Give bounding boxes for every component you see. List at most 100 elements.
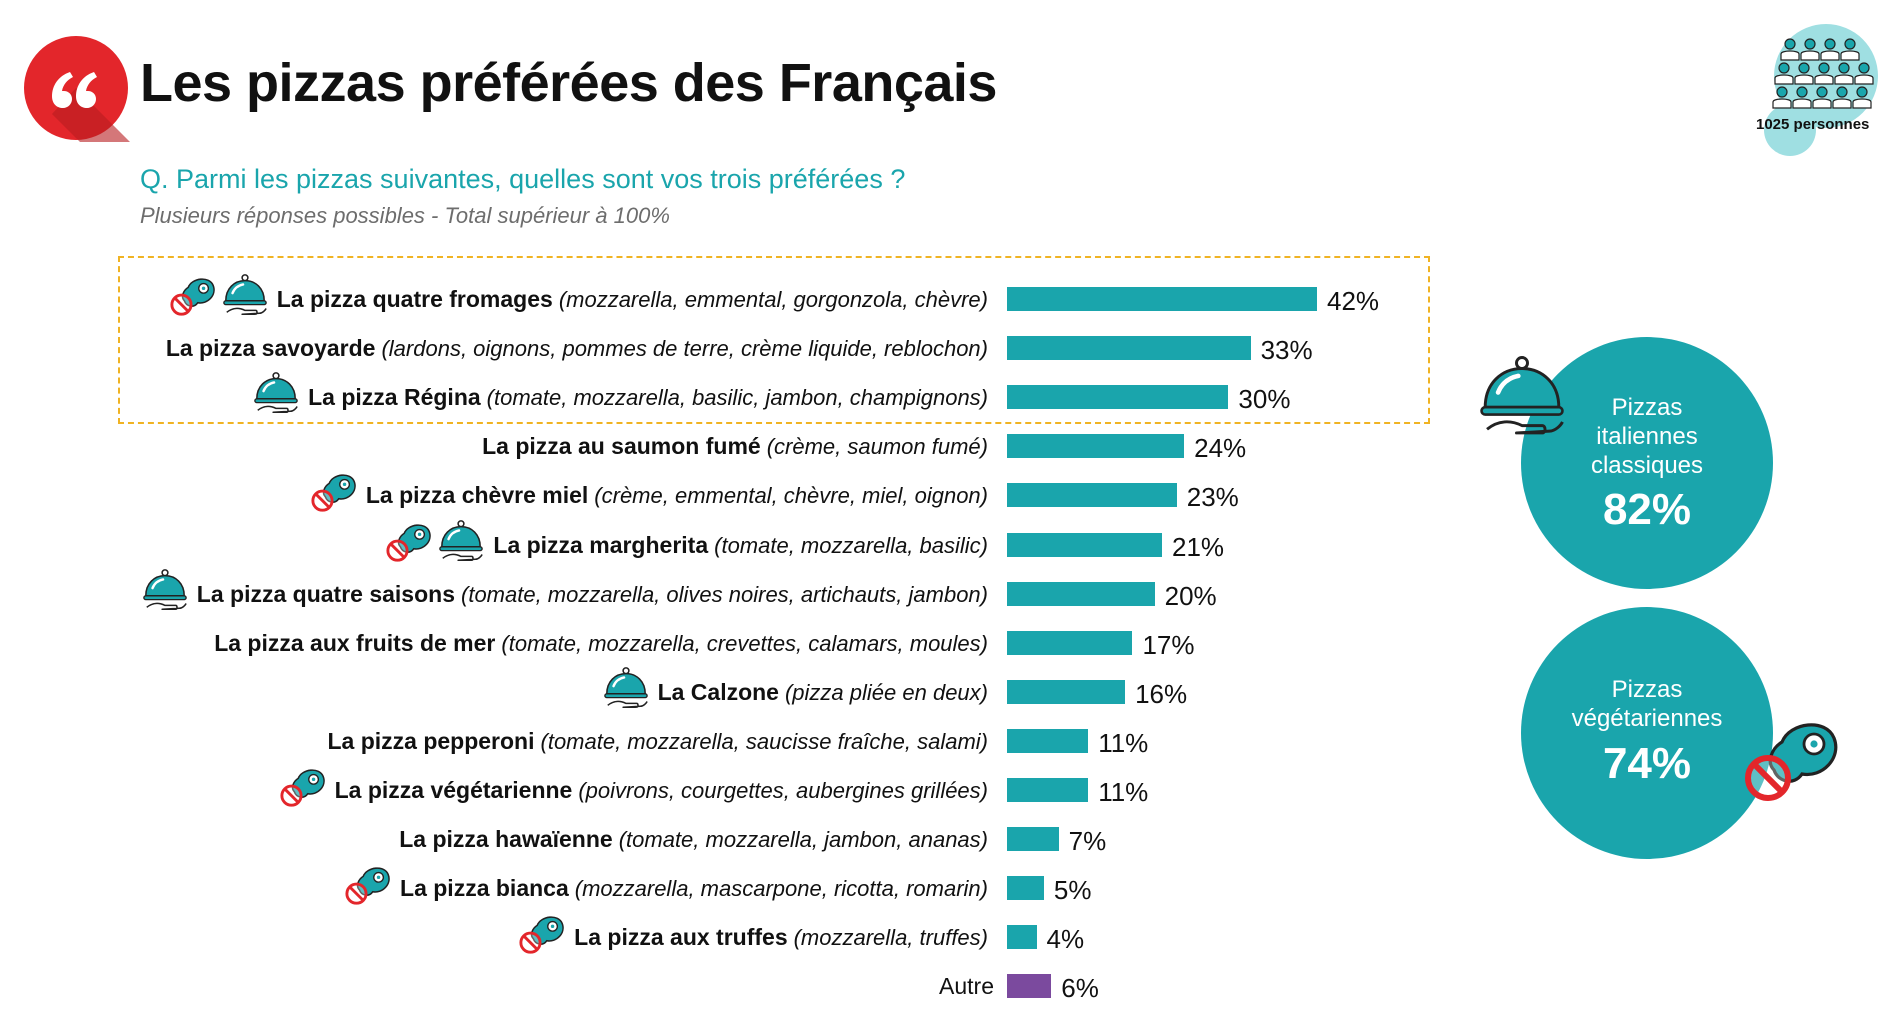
bar-label: La Calzone (pizza pliée en deux): [658, 677, 988, 708]
bar-ingredients-label: (tomate, mozzarella, jambon, ananas): [618, 827, 988, 853]
bar: [1007, 876, 1044, 901]
no-meat-icon: [169, 272, 217, 325]
people-icon: [1764, 24, 1878, 156]
bar-ingredients-label: (crème, emmental, chèvre, miel, oignon): [594, 483, 988, 509]
bar-ingredients-label: (tomate, mozzarella, olives noires, arti…: [461, 581, 988, 607]
bar-value-label: 24%: [1194, 433, 1247, 464]
bar: [1007, 778, 1089, 802]
person-icon: [1794, 62, 1814, 85]
bar-category-label: La pizza bianca: [400, 875, 569, 902]
bar-ingredients-label: (tomate, mozzarella, basilic): [714, 532, 988, 558]
bar-category-label: La pizza Régina: [308, 384, 481, 411]
no-meat-icon: [518, 910, 566, 963]
cloche-icon: [221, 272, 269, 325]
bar-value-label: 16%: [1135, 678, 1188, 709]
bar-label: La pizza au saumon fumé (crème, saumon fu…: [482, 431, 988, 462]
no-meat-icon: [279, 763, 327, 816]
top-three-highlight: [118, 256, 1430, 424]
bar-category-label: La pizza hawaïenne: [399, 826, 613, 853]
bar: [1007, 532, 1162, 557]
bar-ingredients-label: (tomate, mozzarella, crevettes, calamars…: [501, 630, 988, 656]
summary-vegetariennes-label: Pizzas végétariennes: [1571, 676, 1723, 732]
person-icon: [1814, 62, 1834, 85]
bar-value-label: 6%: [1061, 973, 1099, 1004]
bar: [1007, 925, 1037, 950]
bar-category-label: La Calzone: [657, 678, 779, 705]
bar-value-label: 23%: [1186, 482, 1239, 513]
summary-italiennes-value: 82%: [1602, 485, 1692, 534]
cloche-icon: [141, 567, 189, 620]
bar-label: La pizza végétarienne (poivrons, courgett…: [335, 775, 988, 806]
bar: [1007, 385, 1229, 410]
bar-label: La pizza margherita (tomate, mozzarella, …: [493, 530, 988, 561]
bar-value-label: 11%: [1098, 727, 1149, 758]
bar-ingredients-label: (tomate, mozzarella, basilic, jambon, ch…: [486, 385, 988, 411]
cloche-icon: [252, 370, 300, 423]
bar-category-label: La pizza chèvre miel: [365, 482, 589, 509]
person-icon: [1834, 62, 1854, 85]
bar: [1007, 483, 1177, 508]
bar-ingredients-label: (tomate, mozzarella, saucisse fraîche, s…: [540, 728, 989, 754]
bar-ingredients-label: (mozzarella, emmental, gorgonzola, chèvr…: [558, 287, 988, 312]
person-icon: [1812, 86, 1832, 109]
person-icon: [1840, 38, 1860, 61]
bar-category-label: La pizza au saumon fumé: [482, 433, 761, 460]
bar-label: Autre: [939, 971, 994, 1002]
bar-category-label: La pizza aux truffes: [574, 924, 788, 951]
page-title: Les pizzas préférées des Français: [140, 53, 997, 113]
bar-category-label: La pizza margherita: [493, 531, 709, 558]
bar-category-label: La pizza pepperoni: [327, 727, 535, 754]
bar-value-label: 7%: [1068, 826, 1107, 857]
bar-ingredients-label: (mozzarella, truffes): [793, 925, 988, 951]
bar: [1007, 974, 1052, 999]
cloche-icon: [437, 518, 485, 571]
bar-ingredients-label: (crème, saumon fumé): [766, 434, 988, 460]
bar: [1007, 581, 1155, 606]
person-icon: [1792, 86, 1812, 109]
no-meat-icon: [385, 518, 433, 571]
bar-ingredients-label: (lardons, oignons, pommes de terre, crèm…: [381, 336, 988, 362]
bar-ingredients-label: (mozzarella, mascarpone, ricotta, romari…: [574, 876, 988, 902]
bar: [1007, 336, 1251, 361]
bar-value-label: 33%: [1260, 335, 1313, 366]
bar-category-label: La pizza quatre saisons: [196, 580, 455, 607]
bar-category-label: La pizza quatre fromages: [276, 286, 553, 312]
bar-value-label: 11%: [1098, 777, 1149, 807]
bar-value-label: 17%: [1142, 629, 1195, 660]
bar: [1007, 287, 1317, 311]
bar-label: La pizza savoyarde (lardons, oignons, pom…: [166, 333, 988, 364]
summary-vegetariennes-circle: Pizzas végétariennes 74%: [1521, 607, 1773, 859]
cloche-icon: [602, 665, 650, 718]
bar: [1007, 827, 1059, 852]
no-meat-icon: [1742, 710, 1842, 815]
bar: [1007, 630, 1133, 655]
bar-label: La pizza quatre fromages (mozzarella, emm…: [277, 284, 988, 315]
bar-ingredients-label: (poivrons, courgettes, aubergines grillé…: [578, 778, 988, 803]
bar-category-label: Autre: [939, 973, 994, 1000]
survey-question: Q. Parmi les pizzas suivantes, quelles s…: [140, 164, 906, 194]
sample-size-label: 1025 personnes: [1756, 116, 1870, 133]
bar-category-label: La pizza savoyarde: [165, 335, 376, 362]
summary-italiennes-label: Pizzas italiennes classiques: [1590, 394, 1704, 479]
person-icon: [1852, 86, 1872, 109]
person-icon: [1800, 38, 1820, 61]
person-icon: [1832, 86, 1852, 109]
person-icon: [1774, 62, 1794, 85]
bar-value-label: 20%: [1164, 580, 1217, 611]
bar-category-label: La pizza végétarienne: [334, 777, 573, 803]
bar-label: La pizza pepperoni (tomate, mozzarella, s…: [327, 726, 988, 757]
summary-italiennes-circle: Pizzas italiennes classiques 82%: [1521, 337, 1773, 589]
bar-value-label: 4%: [1046, 924, 1085, 955]
bar: [1007, 679, 1126, 704]
bar-category-label: La pizza aux fruits de mer: [214, 629, 496, 656]
quote-icon: [24, 36, 130, 142]
bar-label: La pizza bianca (mozzarella, mascarpone, …: [400, 873, 988, 904]
bar-value-label: 21%: [1172, 531, 1225, 562]
survey-note: Plusieurs réponses possibles - Total sup…: [140, 203, 670, 228]
cloche-icon: [1476, 352, 1568, 449]
summary-vegetariennes-value: 74%: [1602, 739, 1692, 788]
no-meat-icon: [344, 861, 392, 914]
bar-value-label: 5%: [1053, 875, 1092, 906]
bar-label: La pizza aux truffes (mozzarella, truffes…: [574, 922, 988, 953]
person-icon: [1780, 38, 1800, 61]
